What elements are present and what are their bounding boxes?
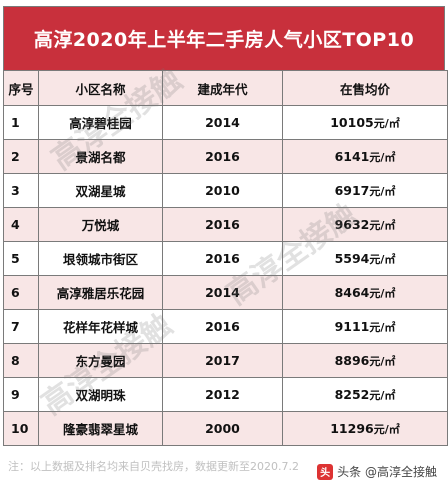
name-cell: 隆豪翡翠星城 [38, 411, 163, 446]
price-value: 8252 [334, 386, 370, 402]
table-row: 10 隆豪翡翠星城 2000 11296元/㎡ [3, 411, 448, 446]
rank-cell: 1 [3, 105, 39, 140]
table-row: 2 景湖名都 2016 6141元/㎡ [3, 139, 448, 174]
price-cell: 6141元/㎡ [282, 139, 448, 174]
ranking-table: 序号 小区名称 建成年代 在售均价 1 高淳碧桂园 2014 10105元/㎡ 2 景湖名… [3, 70, 448, 446]
rank-cell: 10 [3, 411, 39, 446]
name-cell: 双湖星城 [38, 173, 163, 208]
price-unit: 元/㎡ [369, 320, 396, 334]
price-value: 10105 [330, 114, 374, 130]
name-cell: 垠领城市街区 [38, 241, 163, 276]
price-value: 9111 [334, 318, 370, 334]
toutiao-logo-icon: 头 [317, 463, 334, 480]
price-unit: 元/㎡ [373, 422, 400, 436]
rank-cell: 5 [3, 241, 39, 276]
name-cell: 高淳雅居乐花园 [38, 275, 163, 310]
price-cell: 6917元/㎡ [282, 173, 448, 208]
price-cell: 11296元/㎡ [282, 411, 448, 446]
price-unit: 元/㎡ [373, 116, 400, 130]
rank-cell: 7 [3, 309, 39, 344]
table-row: 9 双湖明珠 2012 8252元/㎡ [3, 377, 448, 412]
price-unit: 元/㎡ [369, 388, 396, 402]
table-row: 8 东方曼园 2017 8896元/㎡ [3, 343, 448, 378]
price-value: 8464 [334, 284, 370, 300]
price-unit: 元/㎡ [369, 286, 396, 300]
year-cell: 2016 [162, 241, 283, 276]
header-name: 小区名称 [38, 70, 163, 106]
header-price: 在售均价 [282, 70, 448, 106]
name-cell: 万悦城 [38, 207, 163, 242]
price-cell: 8464元/㎡ [282, 275, 448, 310]
year-cell: 2012 [162, 377, 283, 412]
name-cell: 双湖明珠 [38, 377, 163, 412]
price-value: 6917 [334, 182, 370, 198]
table-row: 1 高淳碧桂园 2014 10105元/㎡ [3, 105, 448, 140]
price-cell: 8896元/㎡ [282, 343, 448, 378]
header-rank: 序号 [3, 70, 39, 106]
year-cell: 2017 [162, 343, 283, 378]
name-cell: 花样年花样城 [38, 309, 163, 344]
price-cell: 8252元/㎡ [282, 377, 448, 412]
price-cell: 9111元/㎡ [282, 309, 448, 344]
name-cell: 景湖名都 [38, 139, 163, 174]
price-value: 11296 [330, 420, 374, 436]
price-cell: 9632元/㎡ [282, 207, 448, 242]
price-cell: 10105元/㎡ [282, 105, 448, 140]
rank-cell: 3 [3, 173, 39, 208]
rank-cell: 9 [3, 377, 39, 412]
price-cell: 5594元/㎡ [282, 241, 448, 276]
rank-cell: 4 [3, 207, 39, 242]
price-value: 8896 [334, 352, 370, 368]
name-cell: 东方曼园 [38, 343, 163, 378]
table-title: 高淳2020年上半年二手房人气小区TOP10 [3, 6, 445, 70]
price-unit: 元/㎡ [369, 218, 396, 232]
price-unit: 元/㎡ [369, 150, 396, 164]
table-row: 4 万悦城 2016 9632元/㎡ [3, 207, 448, 242]
rank-cell: 8 [3, 343, 39, 378]
year-cell: 2010 [162, 173, 283, 208]
header-row: 序号 小区名称 建成年代 在售均价 [3, 70, 448, 106]
year-cell: 2000 [162, 411, 283, 446]
credit-badge[interactable]: 头 头条 @高淳全接触 [314, 462, 440, 481]
price-value: 9632 [334, 216, 370, 232]
price-unit: 元/㎡ [369, 354, 396, 368]
year-cell: 2014 [162, 275, 283, 310]
year-cell: 2016 [162, 139, 283, 174]
rank-cell: 6 [3, 275, 39, 310]
year-cell: 2014 [162, 105, 283, 140]
price-unit: 元/㎡ [369, 252, 396, 266]
price-value: 6141 [334, 148, 370, 164]
header-year: 建成年代 [162, 70, 283, 106]
table-row: 6 高淳雅居乐花园 2014 8464元/㎡ [3, 275, 448, 310]
ranking-table-card: 高淳2020年上半年二手房人气小区TOP10 序号 小区名称 建成年代 在售均价… [3, 6, 448, 446]
rank-cell: 2 [3, 139, 39, 174]
footnote: 注：以上数据及排名均来自贝壳找房，数据更新至2020.7.2 [8, 460, 299, 473]
table-row: 7 花样年花样城 2016 9111元/㎡ [3, 309, 448, 344]
table-body: 1 高淳碧桂园 2014 10105元/㎡ 2 景湖名都 2016 6141元/㎡ 3 双湖星城 2… [3, 105, 448, 446]
credit-text: 头条 @高淳全接触 [337, 465, 437, 479]
year-cell: 2016 [162, 309, 283, 344]
year-cell: 2016 [162, 207, 283, 242]
table-row: 5 垠领城市街区 2016 5594元/㎡ [3, 241, 448, 276]
table-row: 3 双湖星城 2010 6917元/㎡ [3, 173, 448, 208]
price-value: 5594 [334, 250, 370, 266]
price-unit: 元/㎡ [369, 184, 396, 198]
name-cell: 高淳碧桂园 [38, 105, 163, 140]
